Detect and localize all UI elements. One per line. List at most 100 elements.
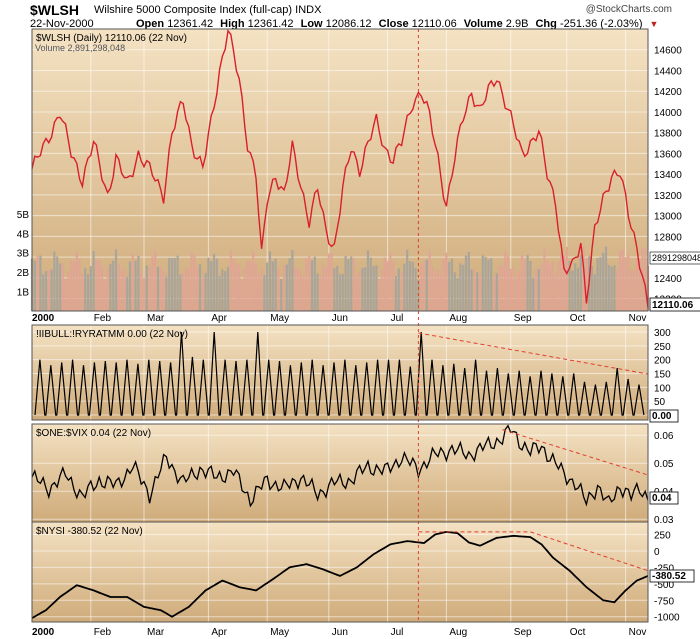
open-label: Open (136, 18, 165, 30)
volume-bar (103, 279, 106, 311)
x-tick-label: May (270, 313, 289, 324)
nysi-legend: $NYSI -380.52 (22 Nov) (36, 526, 143, 537)
volume-bar (411, 261, 414, 311)
volume-bar (173, 258, 176, 311)
ratio-spike-line (34, 331, 645, 416)
price-tick-label: 12800 (654, 232, 682, 243)
volume-bar (487, 259, 490, 311)
x-tick-label: Apr (211, 627, 227, 638)
x-tick-label: Oct (570, 313, 586, 324)
ratio-last-value: 0.00 (652, 411, 672, 422)
volume-bar (212, 253, 216, 311)
volume-bar (476, 272, 479, 311)
volume-bar (338, 274, 342, 311)
volume-bar (616, 269, 619, 311)
volume-bar (198, 264, 202, 311)
volume-bar (610, 266, 613, 311)
volume-bar (604, 246, 608, 311)
volume-bar (602, 252, 605, 311)
volume-bar (428, 250, 431, 311)
volume-bar (294, 267, 297, 311)
volume-bar (327, 253, 330, 311)
volume-bar (238, 265, 241, 311)
volume-bar (378, 278, 381, 311)
x-tick-label: Nov (629, 313, 647, 324)
volume-bar (184, 267, 188, 311)
x-tick-label: Feb (94, 627, 112, 638)
price-tick-label: 14200 (654, 87, 682, 98)
volume-bar (344, 255, 347, 311)
volume-bar (72, 262, 76, 311)
volume-bar (350, 256, 353, 311)
spike-tick-label: 200 (654, 356, 671, 367)
panel-border-4 (31, 521, 649, 623)
volume-bar (459, 263, 462, 311)
volume-bar (305, 258, 308, 311)
volume-bar (386, 261, 389, 311)
spike-tick-label: 100 (654, 383, 671, 394)
volume-bar (288, 258, 291, 311)
index-name: Wilshire 5000 Composite Index (full-cap)… (94, 4, 321, 16)
volume-bar (400, 272, 403, 311)
price-value-box (649, 297, 700, 312)
volume-bar (92, 250, 95, 311)
volume-bar (296, 269, 300, 311)
price-tick-label: 13000 (654, 212, 682, 223)
nysi-value-box (649, 569, 695, 583)
volume-bar (291, 250, 294, 311)
volume-bar (252, 250, 255, 311)
volume-bar (182, 273, 185, 311)
price-last-value: 12110.06 (652, 300, 694, 311)
vix-tick-label: 0.05 (654, 459, 674, 470)
spike-tick-label: 250 (654, 342, 671, 353)
x-tick-label: Jul (391, 627, 404, 638)
x-tick-label: Mar (147, 627, 165, 638)
volume-bar (560, 252, 563, 311)
volume-bar (599, 257, 602, 311)
spike-tick-label: 50 (654, 397, 666, 408)
change-value: -251.36 (-2.03%) (559, 18, 643, 30)
volume-bar (425, 259, 428, 311)
volume-bar (75, 251, 78, 311)
volume-bar (515, 276, 518, 311)
ratio-value-box (649, 409, 679, 423)
volume-bar (361, 267, 364, 311)
volume-bar (56, 256, 59, 311)
volume-bar (492, 276, 496, 311)
volume-bar (42, 274, 45, 311)
x-tick-label: Oct (570, 627, 586, 638)
volume-bar (548, 265, 552, 311)
volume-bar (100, 265, 104, 311)
volume-bar (126, 276, 129, 311)
volume-legend: Volume 2,891,298,048 (35, 43, 125, 53)
volume-bar (84, 268, 87, 311)
x-tick-label: Jun (332, 313, 348, 324)
volume-tick-label: 3B (17, 249, 30, 260)
volume-bar (470, 269, 473, 311)
price-tick-label: 14600 (654, 46, 682, 57)
x-tick-label: Apr (211, 313, 227, 324)
volume-bar (392, 261, 395, 311)
volume-bar (582, 245, 585, 311)
spike-tick-label: 150 (654, 370, 671, 381)
volume-bar (495, 273, 498, 311)
volume-bar (151, 256, 154, 311)
volume-bar (590, 265, 594, 311)
x-tick-label: Aug (449, 627, 467, 638)
volume-bar (140, 270, 143, 311)
volume-bar (341, 274, 344, 311)
volume-bar (532, 277, 535, 311)
price-tick-label: 12400 (654, 274, 682, 285)
volume-bar (420, 265, 423, 311)
chart-header: $WLSH Wilshire 5000 Composite Index (ful… (0, 0, 700, 34)
volume-bar (226, 266, 230, 311)
vix-tick-label: 0.06 (654, 431, 674, 442)
volume-bar (142, 277, 146, 311)
volume-bar (352, 257, 356, 311)
volume-bar (282, 265, 286, 311)
volume-bar (434, 272, 437, 311)
volume-bar (596, 257, 599, 311)
volume-bar (215, 258, 218, 311)
volume-bar (64, 278, 67, 311)
volume-bar (89, 266, 92, 311)
